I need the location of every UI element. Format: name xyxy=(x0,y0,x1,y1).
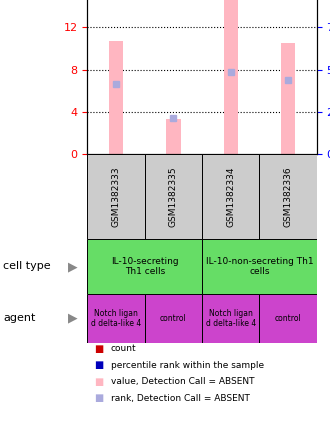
Bar xyxy=(259,294,317,343)
Text: count: count xyxy=(111,344,136,354)
Text: ■: ■ xyxy=(94,344,103,354)
Bar xyxy=(87,294,145,343)
Text: cell type: cell type xyxy=(3,261,51,272)
Text: ▶: ▶ xyxy=(68,260,78,273)
Text: IL-10-secreting
Th1 cells: IL-10-secreting Th1 cells xyxy=(111,257,179,276)
Bar xyxy=(259,154,317,239)
Text: ■: ■ xyxy=(94,360,103,371)
Text: ▶: ▶ xyxy=(68,312,78,325)
Text: control: control xyxy=(275,314,302,323)
Bar xyxy=(202,294,259,343)
Bar xyxy=(145,154,202,239)
Bar xyxy=(281,43,295,154)
Bar xyxy=(202,154,259,239)
Text: Notch ligan
d delta-like 4: Notch ligan d delta-like 4 xyxy=(91,309,141,328)
Text: control: control xyxy=(160,314,187,323)
Text: GSM1382336: GSM1382336 xyxy=(283,166,293,227)
Bar xyxy=(166,119,181,154)
Text: agent: agent xyxy=(3,313,36,323)
Bar xyxy=(87,154,145,239)
Bar xyxy=(87,239,202,294)
Text: value, Detection Call = ABSENT: value, Detection Call = ABSENT xyxy=(111,377,254,386)
Text: ■: ■ xyxy=(94,393,103,403)
Bar xyxy=(224,0,238,154)
Text: GSM1382334: GSM1382334 xyxy=(226,166,235,227)
Text: rank, Detection Call = ABSENT: rank, Detection Call = ABSENT xyxy=(111,394,249,403)
Bar xyxy=(202,239,317,294)
Text: IL-10-non-secreting Th1
cells: IL-10-non-secreting Th1 cells xyxy=(206,257,313,276)
Text: GSM1382335: GSM1382335 xyxy=(169,166,178,227)
Text: percentile rank within the sample: percentile rank within the sample xyxy=(111,361,264,370)
Bar xyxy=(145,294,202,343)
Text: Notch ligan
d delta-like 4: Notch ligan d delta-like 4 xyxy=(206,309,256,328)
Bar xyxy=(109,41,123,154)
Text: ■: ■ xyxy=(94,377,103,387)
Text: GSM1382333: GSM1382333 xyxy=(112,166,121,227)
